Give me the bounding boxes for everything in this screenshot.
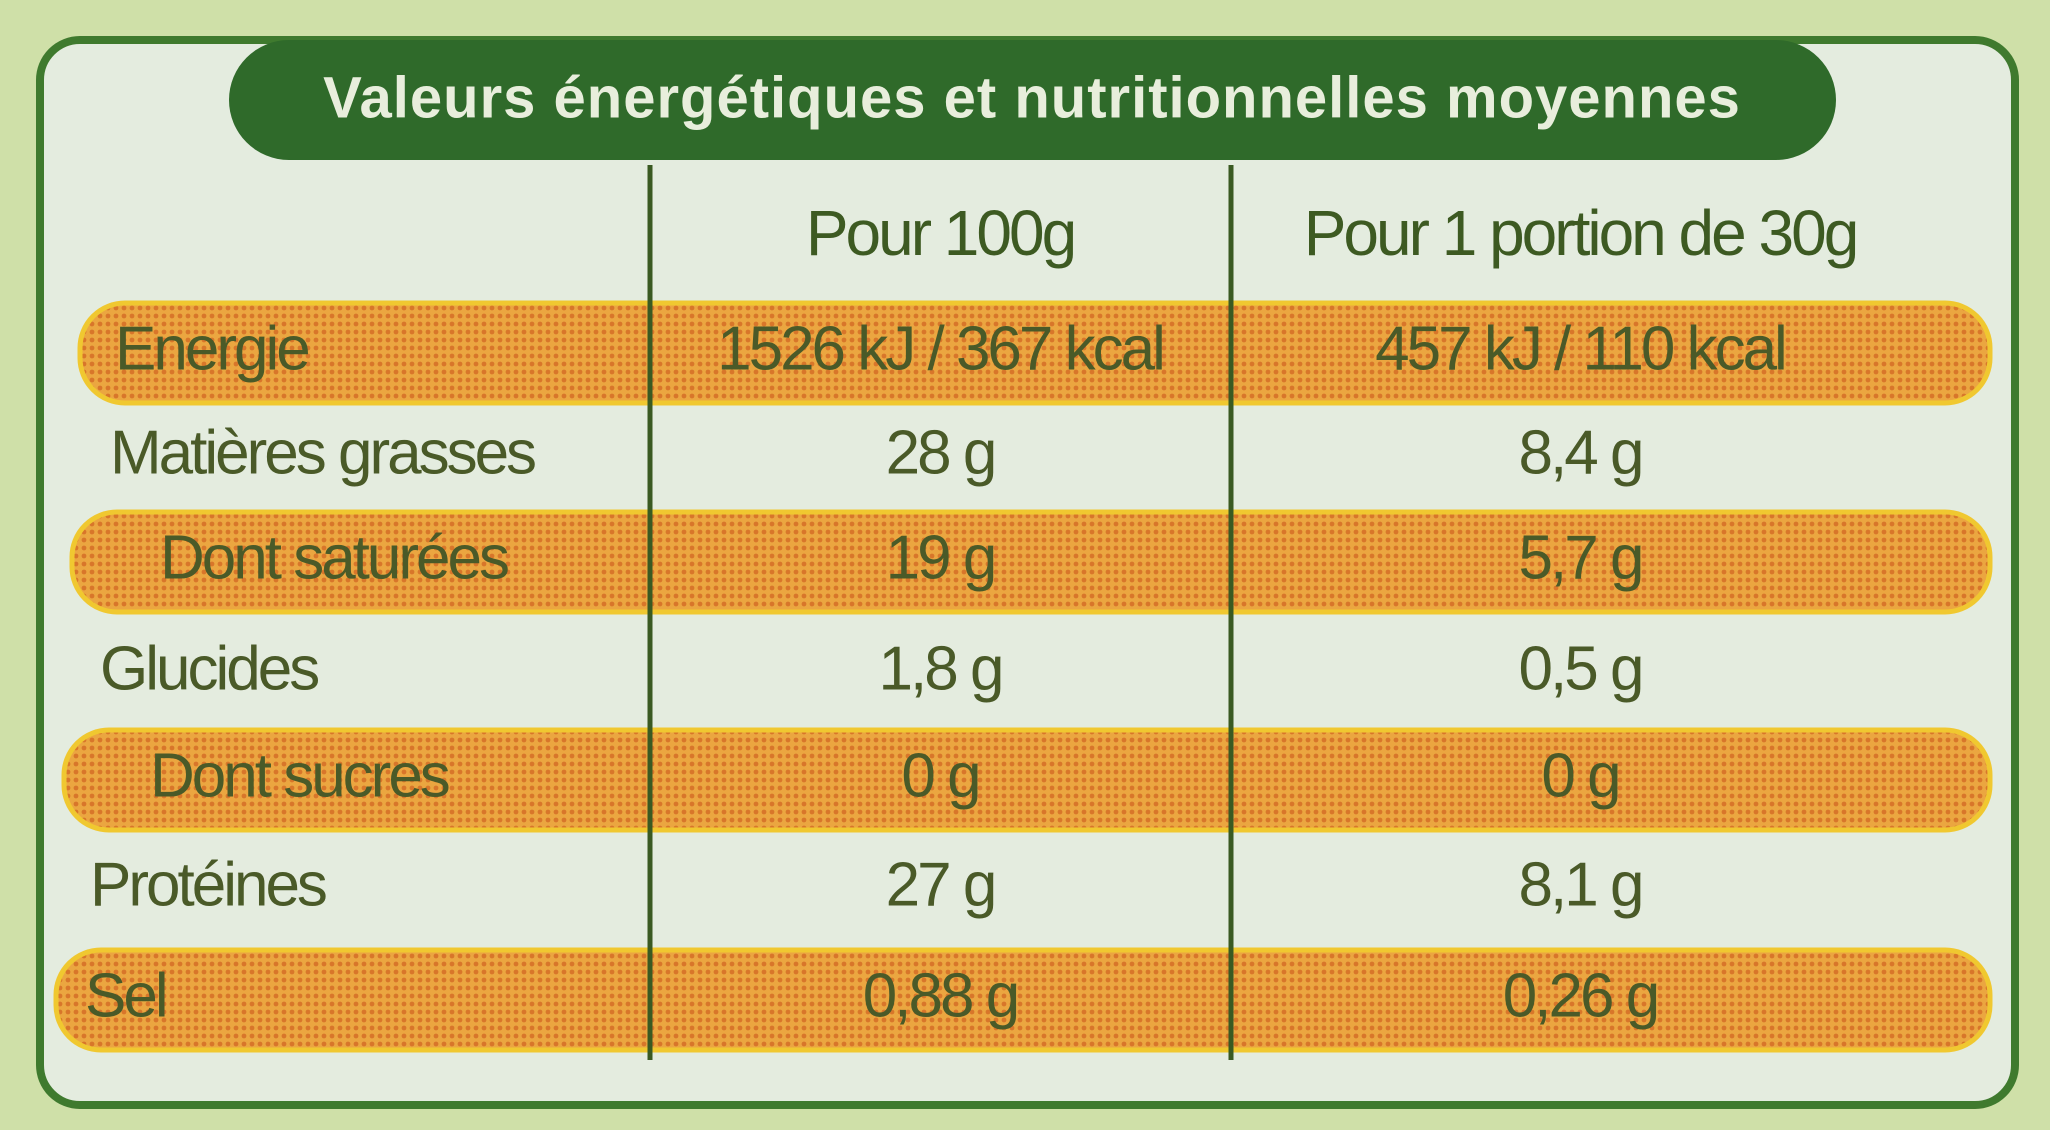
cell-value: 19 g	[886, 523, 995, 592]
column-header: Pour 1 portion de 30g	[1304, 197, 1857, 269]
title: Valeurs énergétiques et nutritionnelles …	[323, 65, 1741, 130]
row-band	[61, 727, 1993, 833]
cell-value: 0 g	[1541, 741, 1618, 810]
cell-value: 457 kJ / 110 kcal	[1375, 314, 1785, 383]
row-label: Sel	[85, 961, 166, 1030]
cell-value: 28 g	[886, 418, 995, 487]
row-band	[53, 947, 1993, 1053]
cell-value: 0,88 g	[863, 961, 1017, 1030]
cell-value: 0,5 g	[1519, 634, 1642, 703]
row-band	[69, 509, 1993, 615]
row-label: Energie	[115, 314, 308, 383]
cell-value: 8,4 g	[1519, 418, 1642, 487]
row-label: Dont sucres	[150, 741, 449, 810]
row-label: Matières grasses	[110, 418, 535, 487]
cell-value: 5,7 g	[1519, 523, 1642, 592]
row-band	[77, 300, 1993, 406]
row-label: Protéines	[90, 850, 326, 919]
cell-value: 8,1 g	[1519, 850, 1642, 919]
row-label: Glucides	[100, 634, 318, 703]
cell-value: 1,8 g	[879, 634, 1002, 703]
cell-value: 1526 kJ / 367 kcal	[717, 314, 1163, 383]
column-header: Pour 100g	[806, 197, 1074, 269]
cell-value: 0,26 g	[1503, 961, 1657, 1030]
row-label: Dont saturées	[160, 523, 508, 592]
cell-value: 27 g	[886, 850, 995, 919]
cell-value: 0 g	[901, 741, 978, 810]
title-pill	[229, 40, 1836, 160]
